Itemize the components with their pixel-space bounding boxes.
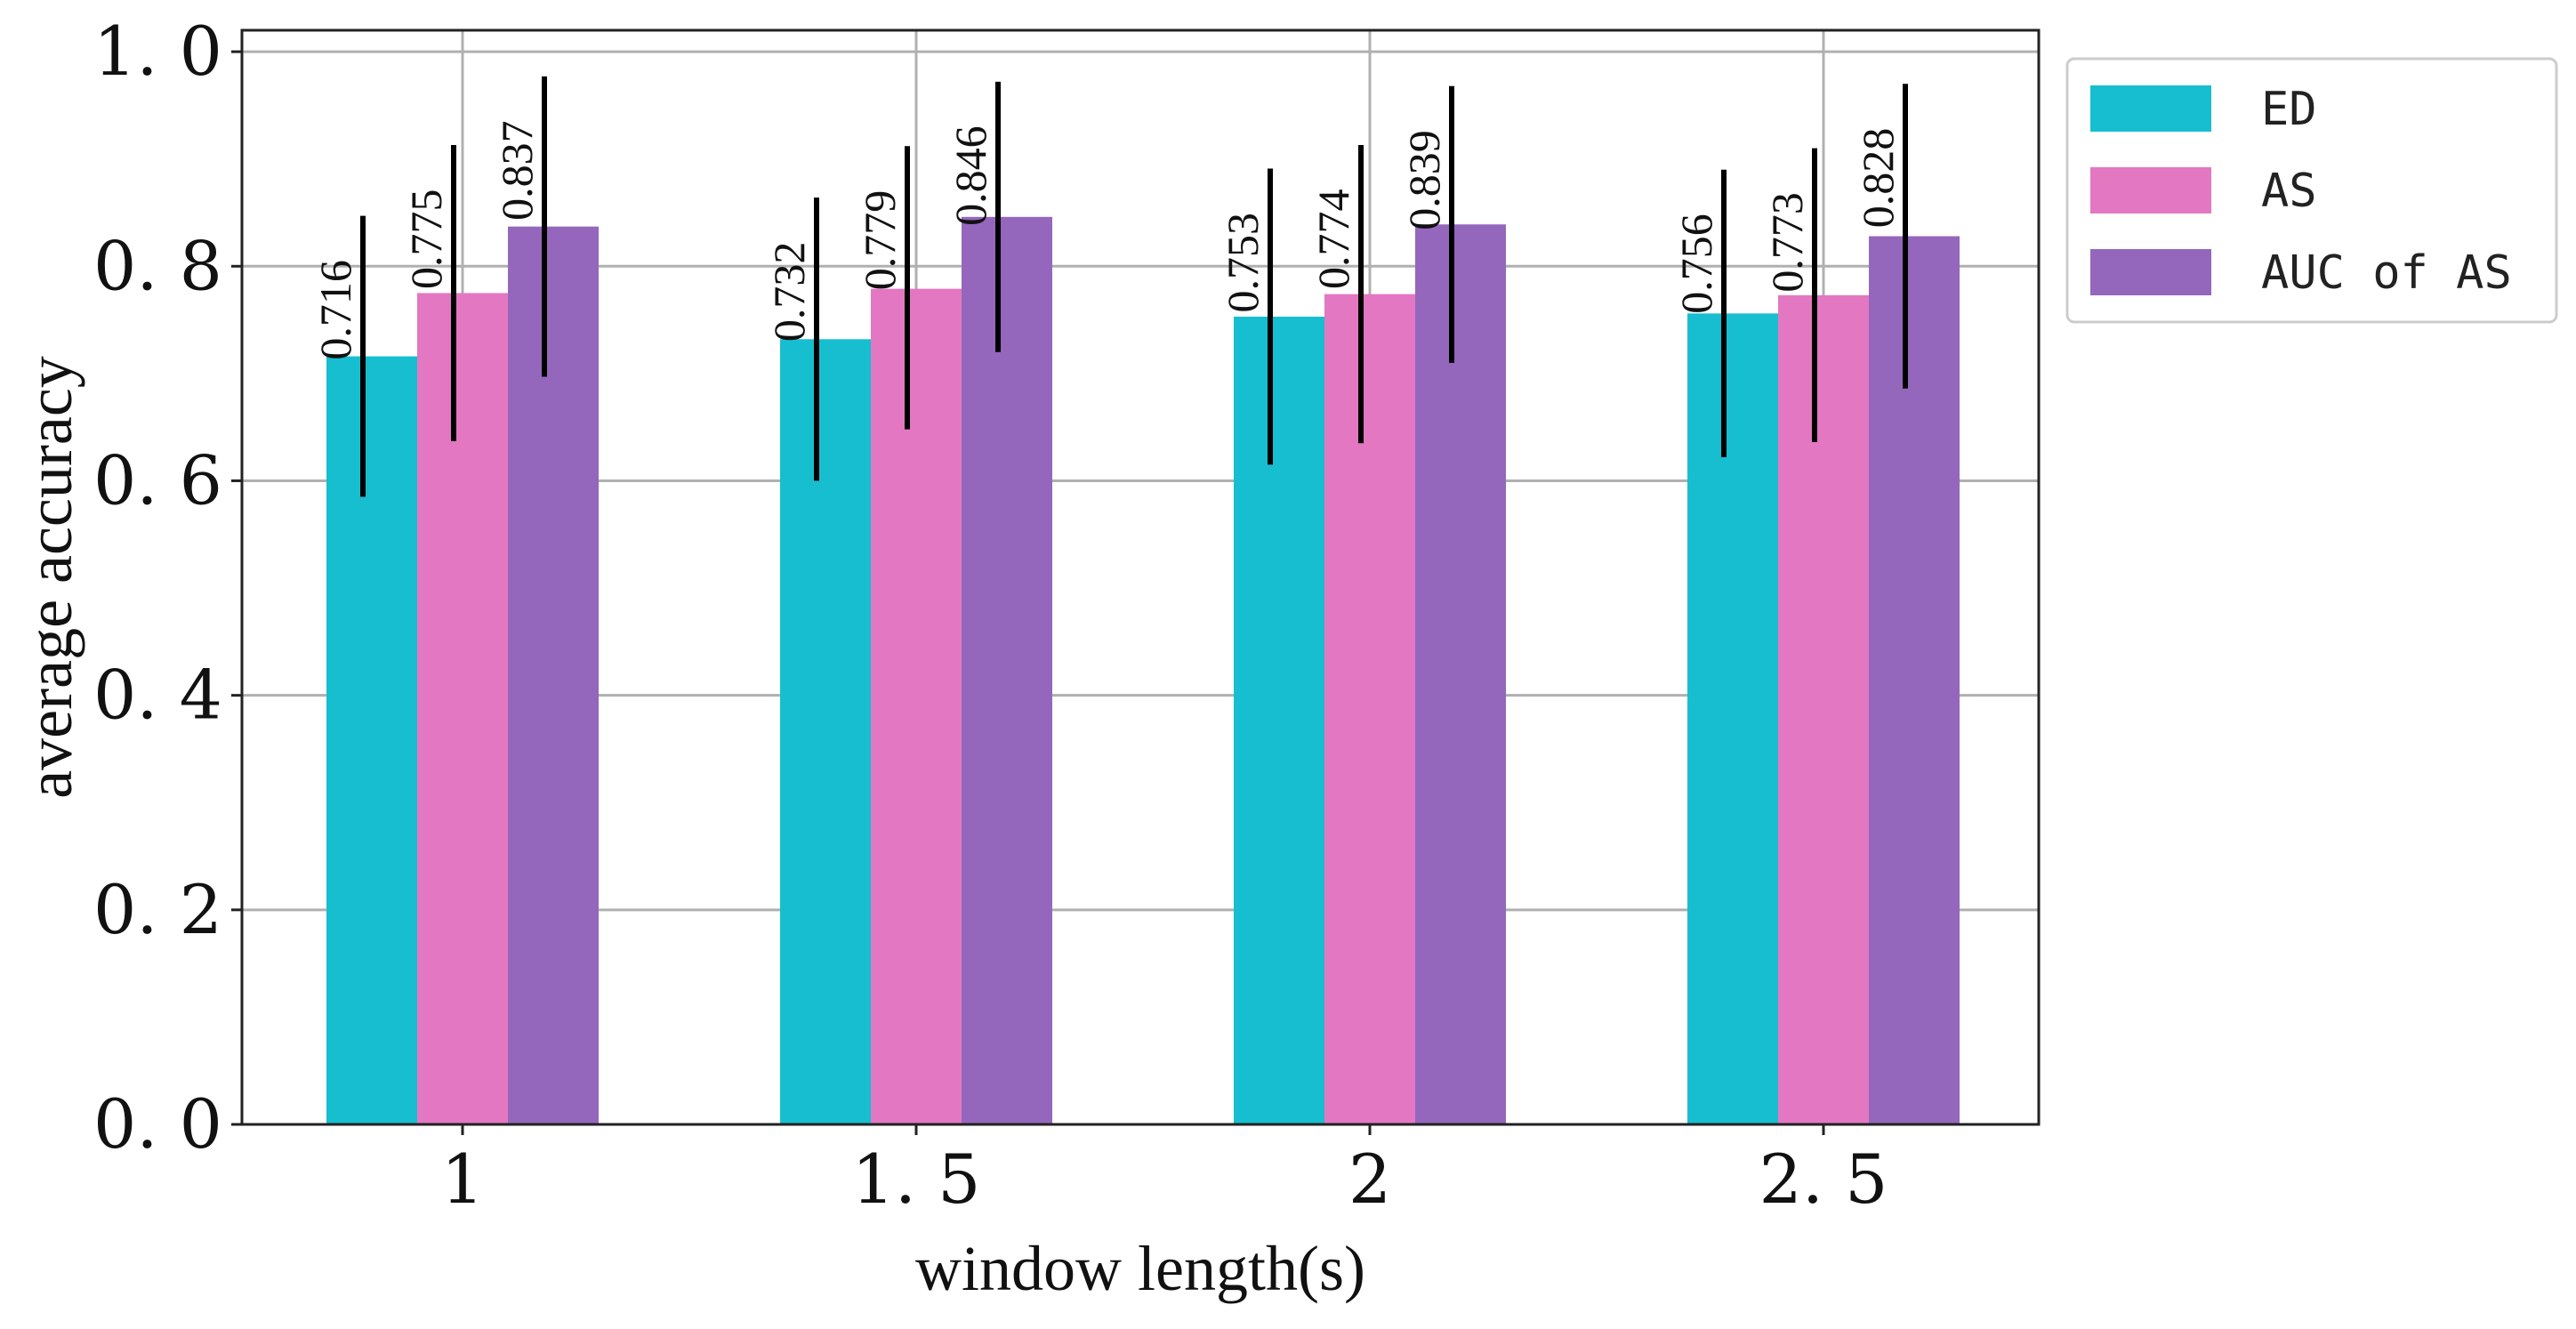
legend-label-2: AUC of AS <box>2261 246 2512 300</box>
error-bars <box>360 76 1908 497</box>
data-label-auc-of-as-2: 0.839 <box>1399 130 1449 230</box>
data-label-as-1: 0.775 <box>401 189 451 290</box>
bar-as-1.5 <box>871 288 962 1124</box>
data-label-auc-of-as-1.5: 0.846 <box>946 125 995 226</box>
bar-auc-of-as-2.5 <box>1869 236 1960 1124</box>
legend: ED AS AUC of AS <box>2065 57 2558 324</box>
bar-as-2 <box>1324 294 1415 1124</box>
data-label-ed-2.5: 0.756 <box>1671 213 1721 314</box>
y-tick-label-4: 0. 8 <box>93 226 222 305</box>
data-label-as-2.5: 0.773 <box>1762 192 1812 293</box>
y-axis-label: average accuracy <box>14 356 85 799</box>
bar-ed-2 <box>1234 316 1324 1124</box>
bar-ed-1.5 <box>780 339 871 1124</box>
y-tick-label-0: 0. 0 <box>93 1084 222 1164</box>
legend-swatch-0 <box>2090 85 2211 132</box>
x-tick-label-2: 2 <box>1348 1140 1391 1219</box>
bar-auc-of-as-2 <box>1415 224 1506 1124</box>
legend-swatch-1 <box>2090 167 2211 213</box>
data-label-auc-of-as-2.5: 0.828 <box>1853 128 1903 229</box>
data-label-ed-1.5: 0.732 <box>764 242 814 342</box>
plot-area-frame <box>240 28 2041 1126</box>
bar-ed-1 <box>326 356 417 1124</box>
legend-label-1: AS <box>2261 165 2317 218</box>
data-label-as-2: 0.774 <box>1308 189 1358 290</box>
legend-label-0: ED <box>2261 83 2317 136</box>
legend-swatch-2 <box>2090 249 2211 295</box>
data-label-as-1.5: 0.779 <box>855 190 905 291</box>
x-tick-label-0: 1 <box>441 1140 484 1219</box>
data-label-ed-2: 0.753 <box>1218 213 1268 313</box>
y-axis-ticks: 0. 0 0. 2 0. 4 0. 6 0. 8 1. 0 <box>93 12 242 1164</box>
x-tick-label-3: 2. 5 <box>1759 1140 1888 1219</box>
data-label-ed-1: 0.716 <box>310 260 360 360</box>
x-axis-label: window length(s) <box>915 1233 1365 1304</box>
y-tick-label-5: 1. 0 <box>93 12 222 91</box>
x-axis-ticks: 1 1. 5 2 2. 5 <box>441 1124 1888 1219</box>
bar-as-2.5 <box>1778 294 1869 1125</box>
bar-auc-of-as-1.5 <box>962 216 1052 1124</box>
y-tick-label-2: 0. 4 <box>93 656 222 735</box>
y-tick-label-3: 0. 6 <box>93 440 222 520</box>
bar-auc-of-as-1 <box>508 226 599 1125</box>
data-label-auc-of-as-1: 0.837 <box>492 120 542 221</box>
bars <box>326 216 1960 1125</box>
y-tick-label-1: 0. 2 <box>93 870 222 949</box>
x-tick-label-1: 1. 5 <box>851 1140 980 1219</box>
bar-as-1 <box>417 293 508 1124</box>
bar-ed-2.5 <box>1687 313 1778 1125</box>
data-labels: 0.716 0.732 0.753 0.756 0.775 0.779 0.774 0.773… <box>310 120 1903 359</box>
